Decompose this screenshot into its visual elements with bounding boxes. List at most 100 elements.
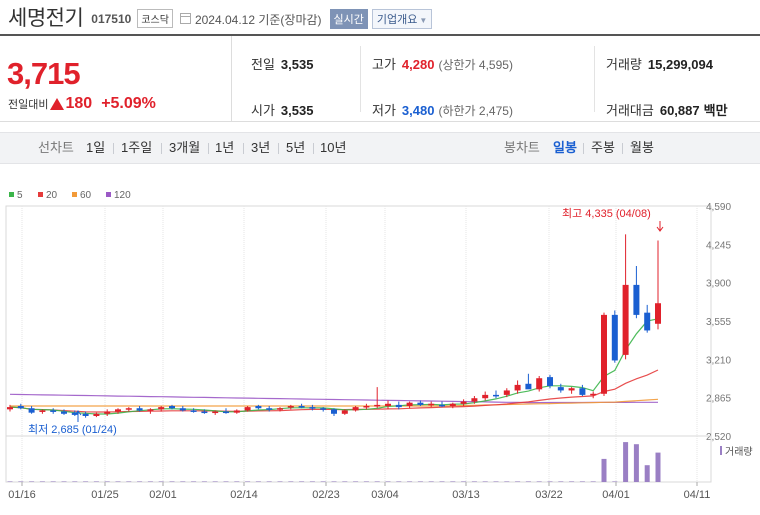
volume-legend-swatch (720, 446, 722, 455)
volume-bar (374, 481, 380, 482)
volume-bar (558, 481, 564, 482)
change-amount: 180 (65, 95, 93, 112)
candle-body (449, 403, 456, 406)
candle-body (244, 407, 251, 411)
candle-body (439, 404, 445, 407)
y-tick-label: 3,555 (706, 317, 731, 328)
volume-bar (601, 458, 607, 482)
x-tick-label: 03/13 (452, 489, 480, 501)
volume-bar (255, 481, 261, 482)
upper-limit: (상한가 4,595) (438, 58, 513, 72)
amount-value: 60,887 (659, 103, 700, 118)
candle-body (158, 407, 165, 410)
candle-body (190, 410, 197, 412)
stock-chart[interactable]: 5 20 60 120 최고 4,335 (04/08) 최저 2,685 (0… (0, 182, 760, 515)
volume-bar (504, 481, 510, 482)
candle-daily[interactable]: 일봉 (553, 140, 577, 155)
period-3y[interactable]: 3년 (251, 140, 271, 155)
legend-ma120: 120 (114, 190, 131, 201)
candles (7, 234, 661, 418)
low-cell: 저가 3,480 (하한가 2,475) (372, 100, 513, 119)
candle-body (644, 312, 651, 331)
volume-bar (277, 481, 283, 482)
candle-body (320, 408, 327, 410)
period-1y[interactable]: 1년 (215, 140, 235, 155)
candle-body (17, 406, 24, 409)
calendar-icon (179, 13, 191, 24)
volume-bar (266, 481, 272, 482)
volume-bar (450, 481, 456, 482)
divider (208, 143, 209, 154)
open-cell: 시가 3,535 (251, 100, 313, 119)
period-1d[interactable]: 1일 (86, 140, 106, 155)
volume-bar (407, 481, 413, 482)
x-tick-label: 03/04 (371, 489, 399, 501)
volume-bar (126, 481, 132, 482)
candle-body (331, 409, 337, 414)
volume-bar (212, 481, 218, 482)
volume-bar (7, 481, 13, 482)
candle-body (277, 408, 283, 410)
prev-close-label: 전일 (251, 57, 275, 72)
stock-header: 세명전기 017510 코스닥 2024.04.12 기준(장마감) 실시간 기… (0, 0, 760, 34)
volume-value: 15,299,094 (647, 57, 713, 72)
candle-body (363, 406, 370, 408)
divider (313, 143, 314, 154)
ma60-line (10, 398, 659, 407)
volume-bar (493, 481, 499, 482)
candle-body (169, 406, 175, 409)
candle-body (39, 410, 46, 412)
low-arrow-icon (74, 410, 82, 416)
candle-weekly[interactable]: 주봉 (591, 140, 615, 155)
y-tick-label: 3,210 (706, 355, 731, 366)
period-3m[interactable]: 3개월 (169, 140, 201, 155)
x-tick-label: 02/01 (149, 489, 177, 501)
volume-bar (147, 481, 153, 482)
candle-body (7, 407, 13, 410)
amount-label: 거래대금 (606, 103, 654, 118)
x-tick-label: 02/14 (230, 489, 258, 501)
volume-bar (655, 452, 661, 482)
candle-chart-label: 봉차트 (504, 140, 540, 155)
volume-bar (353, 481, 359, 482)
divider (161, 143, 162, 154)
y-tick-label: 2,520 (706, 432, 731, 443)
candle-body (233, 410, 240, 413)
candle-body (633, 284, 640, 315)
moving-average-lines (9, 318, 659, 415)
candle-body (536, 378, 543, 390)
candle-body (622, 284, 629, 355)
caret-down-icon: ▼ (419, 15, 428, 25)
high-arrow-icon (656, 226, 664, 232)
volume-bar (191, 481, 197, 482)
volume-bar (115, 481, 121, 482)
x-tick-label: 02/23 (312, 489, 340, 501)
legend-ma5: 5 (17, 190, 23, 201)
candle-body (557, 387, 564, 391)
candle-monthly[interactable]: 월봉 (630, 140, 654, 155)
volume-bar (93, 481, 99, 482)
volume-bar (331, 481, 337, 482)
volume-bar (439, 481, 445, 482)
volume-bar (612, 481, 618, 482)
candle-body (590, 393, 597, 396)
volume-bar (536, 481, 542, 482)
candle-body (460, 401, 467, 404)
candle-body (547, 377, 553, 386)
divider (278, 143, 279, 154)
candle-body (223, 411, 229, 414)
volume-bar (482, 481, 488, 482)
volume-bar (633, 444, 639, 482)
period-5y[interactable]: 5년 (286, 140, 306, 155)
grid (21, 206, 698, 482)
live-button[interactable]: 실시간 (329, 8, 368, 29)
candle-body (28, 408, 35, 413)
volume-bar (309, 481, 315, 482)
volume-bar (29, 481, 35, 482)
company-info-button[interactable]: 기업개요 ▼ (371, 8, 433, 29)
volume-bar (234, 481, 240, 482)
open-label: 시가 (251, 103, 275, 118)
stock-name: 세명전기 (8, 7, 84, 30)
period-1w[interactable]: 1주일 (121, 140, 153, 155)
period-10y[interactable]: 10년 (320, 140, 347, 155)
